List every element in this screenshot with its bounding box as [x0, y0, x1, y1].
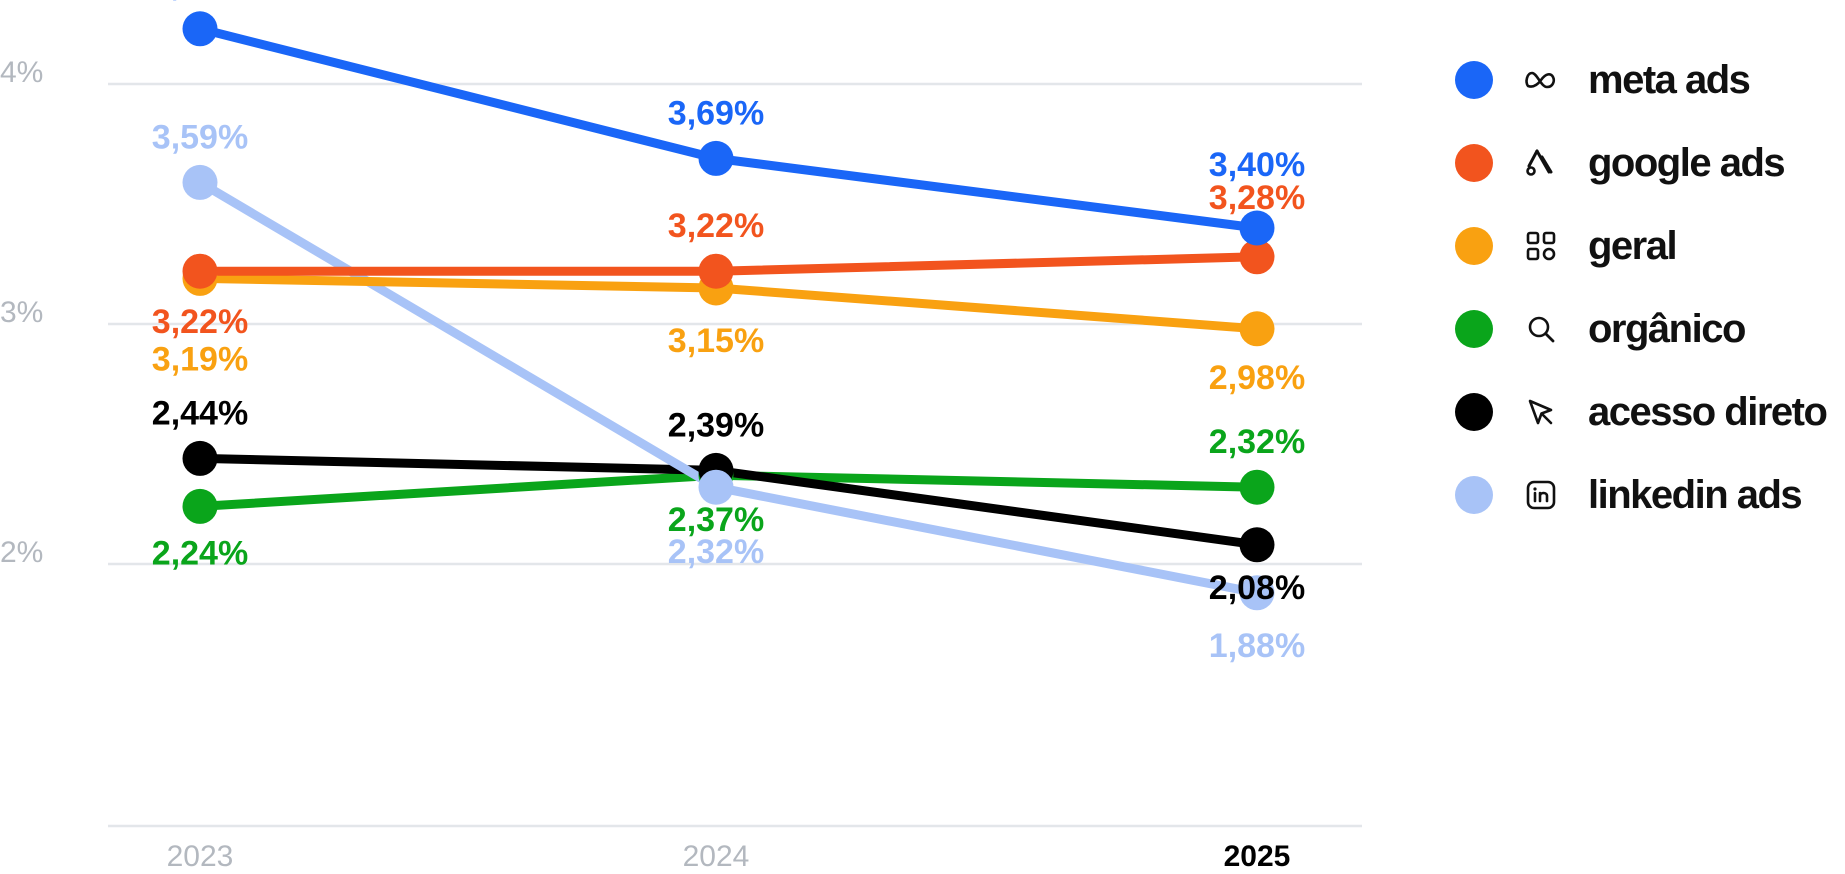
y-tick-label: 2%	[0, 536, 43, 569]
data-label: 2,24%	[152, 534, 248, 572]
data-label: 2,32%	[668, 533, 764, 571]
data-point[interactable]	[1239, 575, 1275, 611]
series-points	[182, 11, 1275, 611]
legend-swatch	[1455, 144, 1493, 182]
linkedin-icon	[1523, 477, 1559, 513]
data-label: 3,19%	[152, 340, 248, 378]
data-label: 2,32%	[1209, 423, 1305, 461]
data-point[interactable]	[182, 253, 218, 289]
data-label: 3,22%	[152, 303, 248, 341]
legend-label: acesso direto	[1588, 390, 1828, 434]
data-label: 3,69%	[668, 94, 764, 132]
y-tick-label: 4%	[0, 56, 43, 89]
data-point[interactable]	[182, 11, 218, 47]
data-point[interactable]	[182, 164, 218, 200]
line-chart: 2% 3% 4% 2023 2024 2025 4,23% 3,69% 3,40% 3,22%…	[0, 0, 1362, 873]
x-tick-label: 2023	[167, 840, 234, 873]
legend-label: orgânico	[1588, 307, 1746, 351]
legend-swatch	[1455, 393, 1493, 431]
data-point[interactable]	[698, 140, 734, 176]
x-tick-label: 2025	[1224, 840, 1291, 873]
x-tick-label: 2024	[683, 840, 750, 873]
legend-label: google ads	[1588, 141, 1786, 185]
data-label: 3,15%	[668, 322, 764, 360]
data-point[interactable]	[698, 469, 734, 505]
data-label: 2,39%	[668, 406, 764, 444]
data-point[interactable]	[1239, 239, 1275, 275]
data-label: 2,44%	[152, 394, 248, 432]
data-label: 2,37%	[668, 501, 764, 539]
google-ads-icon	[1523, 145, 1559, 181]
data-label: 2,98%	[1209, 359, 1305, 397]
data-label: 3,22%	[668, 207, 764, 245]
data-label: 3,28%	[1209, 179, 1305, 217]
data-label: 1,88%	[1209, 627, 1305, 665]
data-label: 3,59%	[152, 118, 248, 156]
data-label: 4,23%	[152, 0, 248, 3]
data-point[interactable]	[1239, 469, 1275, 505]
cursor-icon	[1523, 394, 1559, 430]
data-point[interactable]	[182, 488, 218, 524]
legend-label: meta ads	[1588, 58, 1751, 102]
search-icon	[1523, 311, 1559, 347]
data-point[interactable]	[1239, 210, 1275, 246]
data-labels: 4,23% 3,69% 3,40% 3,22% 3,22% 3,28% 3,19% 3,15%…	[152, 0, 1305, 665]
data-label: 3,40%	[1209, 146, 1305, 184]
data-point[interactable]	[1239, 311, 1275, 347]
data-label: 2,08%	[1209, 569, 1305, 607]
legend-swatch	[1455, 476, 1493, 514]
y-axis-ticks: 2% 3% 4%	[0, 56, 43, 569]
legend-swatch	[1455, 61, 1493, 99]
legend-swatch	[1455, 310, 1493, 348]
x-axis-ticks: 2023 2024 2025	[167, 840, 1291, 873]
data-point[interactable]	[182, 440, 218, 476]
y-tick-label: 3%	[0, 296, 43, 329]
legend-label: geral	[1588, 224, 1678, 268]
legend-label: linkedin ads	[1588, 473, 1803, 517]
meta-icon	[1523, 62, 1559, 98]
legend-swatch	[1455, 227, 1493, 265]
data-point[interactable]	[698, 253, 734, 289]
grid-icon	[1523, 228, 1559, 264]
gridlines	[108, 82, 1362, 828]
data-point[interactable]	[1239, 527, 1275, 563]
